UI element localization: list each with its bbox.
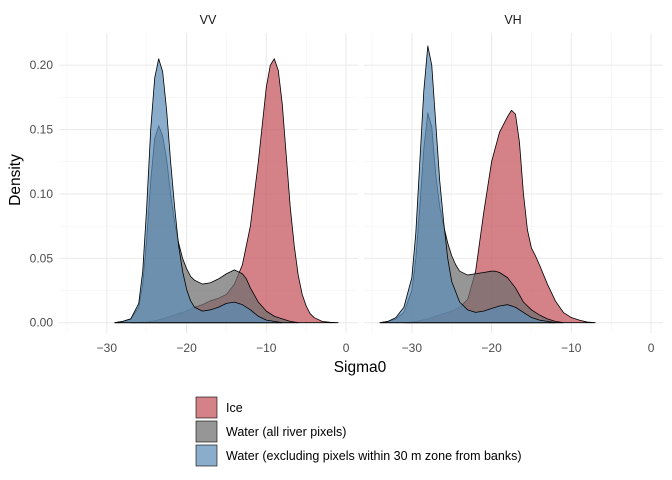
legend: Ice Water (all river pixels) Water (excl…: [195, 396, 522, 467]
legend-label-water-all: Water (all river pixels): [226, 425, 346, 439]
legend-item-ice: Ice: [195, 396, 243, 419]
facet-panel-vv: VV: [59, 13, 358, 333]
legend-label-water-excl: Water (excluding pixels within 30 m zone…: [226, 449, 522, 463]
x-tick-label-vh: −30: [402, 341, 423, 355]
x-tick-label-vv: −20: [176, 341, 197, 355]
x-tick-label-vv: −10: [256, 341, 277, 355]
x-axis-ticks-vh: −30 −20 −10 0: [402, 341, 655, 355]
x-tick-label-vh: −10: [561, 341, 582, 355]
x-tick-label-vh: −20: [481, 341, 502, 355]
facet-label-vh: VH: [504, 13, 521, 27]
y-tick-label: 0.15: [30, 123, 54, 137]
legend-key-ice: [195, 396, 218, 419]
legend-key-water-all: [195, 420, 218, 443]
y-tick-label: 0.00: [30, 316, 54, 330]
panel-grid-vv: [59, 33, 358, 333]
x-tick-label-vh: 0: [648, 341, 655, 355]
legend-item-water-all: Water (all river pixels): [195, 420, 346, 443]
density-area-vh-series-2: [379, 45, 556, 324]
x-axis-ticks-vv: −30 −20 −10 0: [97, 341, 350, 355]
facet-panel-vh: VH: [364, 13, 663, 333]
legend-key-water-excl: [195, 444, 218, 467]
y-tick-label: 0.05: [30, 251, 54, 265]
x-axis-title: Sigma0: [334, 359, 387, 376]
x-tick-label-vv: 0: [343, 341, 350, 355]
y-axis-title: Density: [7, 154, 24, 206]
density-areas-vh: [379, 45, 596, 324]
facet-label-vv: VV: [200, 13, 217, 27]
density-areas-vv: [114, 58, 339, 324]
y-tick-label: 0.10: [30, 187, 54, 201]
y-axis-ticks: 0.00 0.05 0.10 0.15 0.20: [30, 58, 54, 330]
density-area-vv-series-2: [114, 58, 283, 324]
y-tick-label: 0.20: [30, 58, 54, 72]
x-tick-label-vv: −30: [97, 341, 118, 355]
legend-item-water-excl: Water (excluding pixels within 30 m zone…: [195, 444, 522, 467]
legend-label-ice: Ice: [226, 401, 243, 415]
